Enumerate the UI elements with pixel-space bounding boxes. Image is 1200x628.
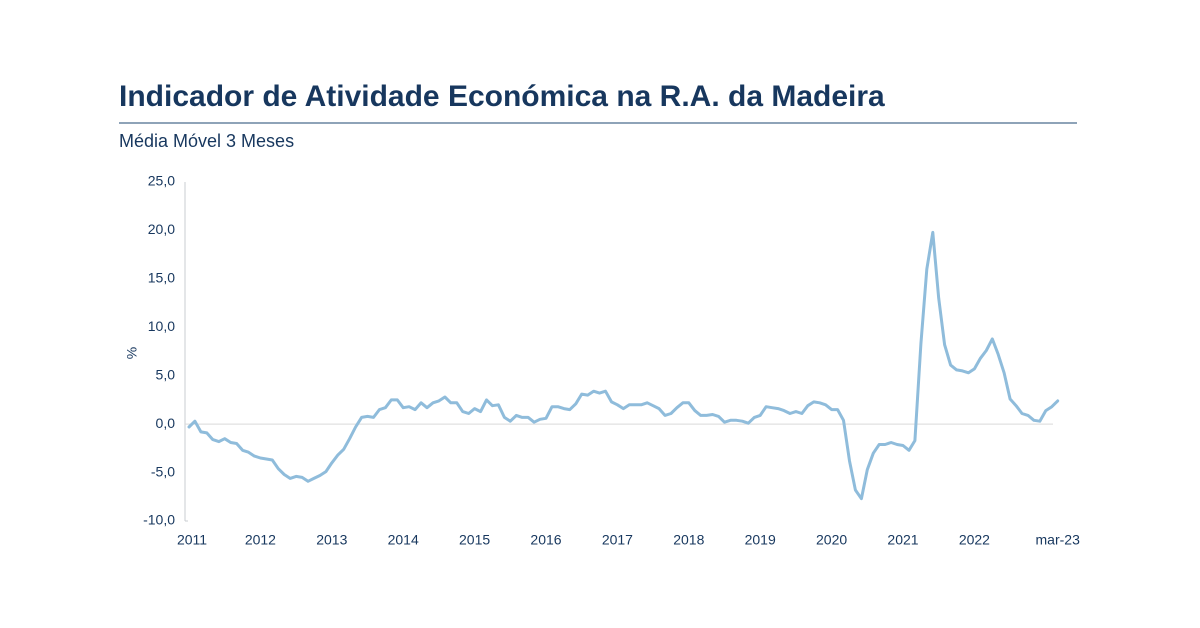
y-tick-label: 5,0	[156, 366, 176, 382]
series-line	[187, 230, 1060, 501]
y-tick-label: -5,0	[151, 463, 175, 479]
y-tick-label: 10,0	[148, 318, 175, 334]
x-tick-label: 2011	[177, 532, 207, 548]
y-axis: -10,0 -5,0 0,0 5,0 10,0 15,0 20,0 25,0	[143, 173, 1053, 528]
title-divider	[119, 122, 1077, 124]
y-tick-label: 20,0	[148, 221, 175, 237]
x-tick-label: 2014	[388, 532, 419, 548]
x-tick-label: mar-23	[1036, 532, 1081, 548]
x-tick-label: 2012	[245, 532, 276, 548]
y-axis-label: %	[124, 347, 140, 359]
x-tick-label: 2013	[316, 532, 347, 548]
x-tick-label: 2016	[530, 532, 561, 548]
y-tick-label: -10,0	[143, 512, 175, 528]
y-tick-label: 25,0	[148, 173, 175, 189]
x-tick-label: 2018	[673, 532, 704, 548]
y-tick-label: 15,0	[148, 270, 175, 286]
y-tick-label: 0,0	[156, 415, 176, 431]
x-tick-label: 2021	[887, 532, 918, 548]
chart-subtitle: Média Móvel 3 Meses	[119, 131, 295, 151]
series-group	[187, 230, 1060, 501]
x-axis: 2011 2012 2013 2014 2015 2016 2017 2018 2019 2020…	[177, 520, 1081, 548]
chart-title: Indicador de Atividade Económica na R.A.…	[119, 80, 885, 113]
x-tick-label: 2022	[959, 532, 990, 548]
x-tick-label: 2020	[816, 532, 847, 548]
x-tick-label: 2015	[459, 532, 490, 548]
x-tick-label: 2017	[602, 532, 633, 548]
x-tick-label: 2019	[745, 532, 776, 548]
